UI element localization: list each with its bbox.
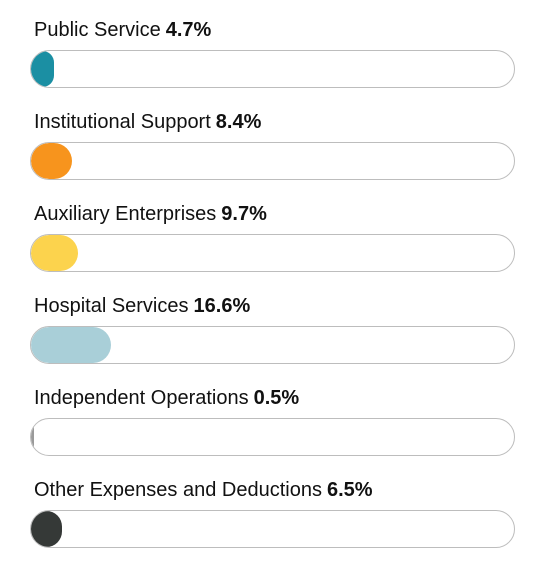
bar-row: Hospital Services 16.6% [0,276,541,368]
bar-row: Auxiliary Enterprises 9.7% [0,184,541,276]
bar-label: Independent Operations 0.5% [34,385,299,411]
bar-fill [31,419,34,455]
bar-label: Other Expenses and Deductions 6.5% [34,477,373,503]
bar-track [30,510,515,548]
bar-row: Independent Operations 0.5% [0,368,541,460]
bar-label: Institutional Support 8.4% [34,109,261,135]
bar-track [30,50,515,88]
bar-row: Other Expenses and Deductions 6.5% [0,460,541,552]
bar-fill [31,235,78,271]
bar-fill [31,511,63,547]
value-label: 8.4% [215,111,262,133]
bar-track [30,326,515,364]
bar-track [30,418,515,456]
category-label: Auxiliary Enterprises [34,203,217,225]
bar-track [30,234,515,272]
value-label: 16.6% [193,295,251,317]
value-label: 9.7% [221,203,267,225]
bar-label: Hospital Services 16.6% [34,293,250,319]
bar-row: Institutional Support 8.4% [0,92,541,184]
bar-label: Auxiliary Enterprises 9.7% [34,201,267,227]
category-label: Hospital Services [34,295,189,317]
category-label: Institutional Support [34,111,211,133]
bar-fill [31,143,72,179]
bar-fill [31,327,112,363]
bar-track [30,142,515,180]
category-label: Independent Operations [34,387,249,409]
bar-label: Public Service 4.7% [34,17,211,43]
category-label: Other Expenses and Deductions [34,479,322,501]
category-label: Public Service [34,19,161,41]
value-label: 6.5% [326,479,373,501]
bar-fill [31,51,54,87]
bar-row: Public Service 4.7% [0,0,541,92]
value-label: 4.7% [165,19,212,41]
value-label: 0.5% [253,387,300,409]
